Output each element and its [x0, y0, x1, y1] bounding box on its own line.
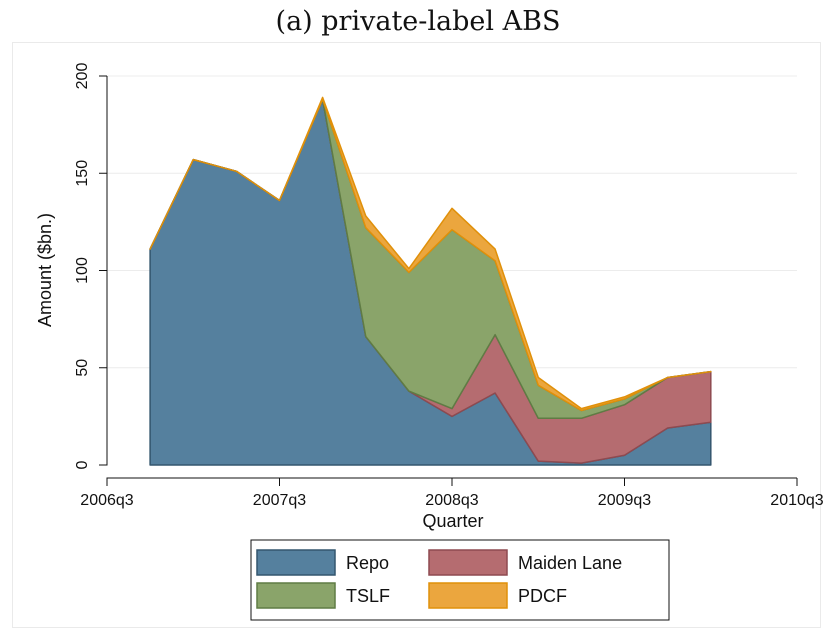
- y-tick-label: 100: [74, 257, 91, 284]
- y-tick-label: 0: [74, 460, 91, 469]
- y-tick-label: 150: [74, 160, 91, 187]
- x-axis-label: Quarter: [422, 511, 483, 531]
- legend-swatch-tslf: [256, 582, 336, 609]
- legend-swatch-repo: [256, 549, 336, 576]
- area-pdcf: [149, 96, 712, 412]
- y-tick-label: 50: [74, 359, 91, 377]
- x-tick-label: 2009q3: [598, 492, 651, 509]
- stacked-areas: [149, 96, 712, 466]
- y-tick-label: 200: [74, 63, 91, 90]
- legend-swatch-pdcf: [428, 582, 508, 609]
- x-tick-label: 2010q3: [770, 492, 823, 509]
- x-tick-label: 2006q3: [80, 492, 133, 509]
- legend: Repo Maiden Lane TSLF PDCF: [250, 539, 670, 621]
- legend-label: Repo: [346, 553, 389, 573]
- legend-label: Maiden Lane: [518, 553, 622, 573]
- legend-label: TSLF: [346, 586, 390, 606]
- legend-label: PDCF: [518, 586, 567, 606]
- axes: 0 50 100 150 200 2006q3 2007q3 2008q3 2009q3 2010…: [74, 63, 824, 509]
- legend-swatch-maiden-lane: [428, 549, 508, 576]
- x-tick-label: 2008q3: [425, 492, 478, 509]
- chart-title: (a) private-label ABS: [275, 6, 561, 37]
- plot-frame: [12, 42, 821, 628]
- x-tick-label: 2007q3: [253, 492, 306, 509]
- y-axis-label: Amount ($bn.): [35, 213, 55, 327]
